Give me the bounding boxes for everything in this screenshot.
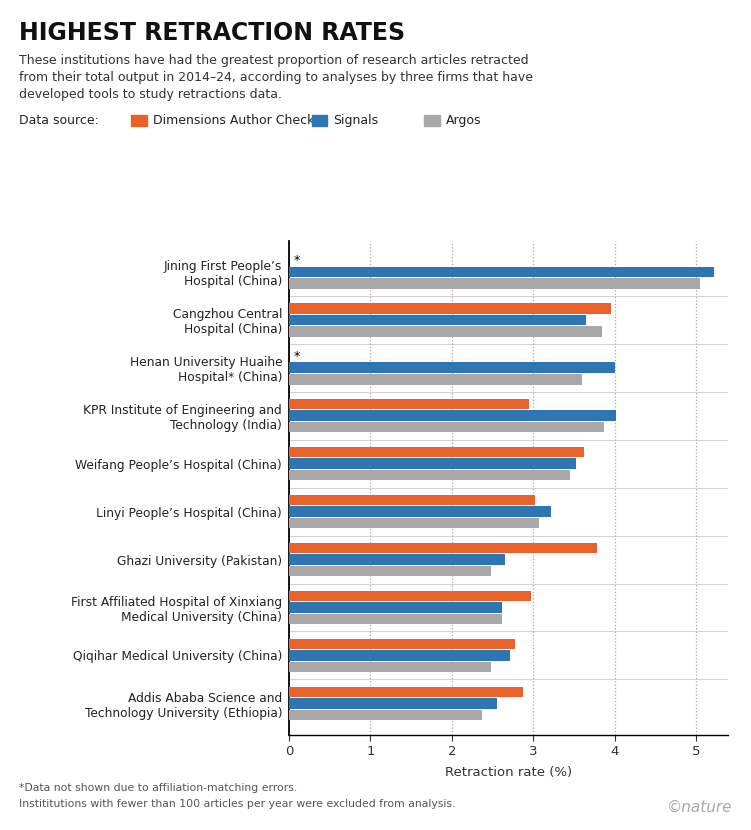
Bar xyxy=(289,518,539,529)
Bar xyxy=(289,698,496,709)
Bar xyxy=(289,650,511,661)
Bar xyxy=(289,613,502,624)
Text: Data source:: Data source: xyxy=(19,114,98,127)
Bar xyxy=(289,638,515,649)
Text: Instititutions with fewer than 100 articles per year were excluded from analysis: Instititutions with fewer than 100 artic… xyxy=(19,799,455,809)
Bar xyxy=(289,470,570,481)
Bar xyxy=(289,458,575,469)
Bar xyxy=(289,710,482,720)
Text: Signals: Signals xyxy=(333,114,379,127)
Bar xyxy=(289,410,617,421)
Bar xyxy=(289,506,551,517)
Bar xyxy=(289,422,604,432)
Text: *Data not shown due to affiliation-matching errors.: *Data not shown due to affiliation-match… xyxy=(19,783,297,793)
Text: Dimensions Author Check: Dimensions Author Check xyxy=(153,114,315,127)
Bar xyxy=(289,543,596,554)
Bar xyxy=(289,566,491,576)
Text: HIGHEST RETRACTION RATES: HIGHEST RETRACTION RATES xyxy=(19,21,405,45)
Bar xyxy=(289,278,700,289)
Bar xyxy=(289,303,611,314)
Bar xyxy=(289,603,502,613)
Bar xyxy=(289,686,523,697)
Bar xyxy=(289,399,529,409)
Bar xyxy=(289,662,491,672)
Bar xyxy=(289,326,602,337)
Bar xyxy=(289,266,713,277)
X-axis label: Retraction rate (%): Retraction rate (%) xyxy=(445,766,572,779)
Text: Argos: Argos xyxy=(446,114,481,127)
Bar xyxy=(289,374,582,384)
Text: These institutions have had the greatest proportion of research articles retract: These institutions have had the greatest… xyxy=(19,54,532,101)
Bar xyxy=(289,315,586,325)
Bar xyxy=(289,447,584,457)
Text: *: * xyxy=(294,349,300,363)
Bar xyxy=(289,591,531,601)
Bar xyxy=(289,554,505,565)
Text: *: * xyxy=(294,254,300,267)
Bar xyxy=(289,363,614,373)
Bar xyxy=(289,495,535,505)
Text: ©nature: ©nature xyxy=(667,800,732,815)
